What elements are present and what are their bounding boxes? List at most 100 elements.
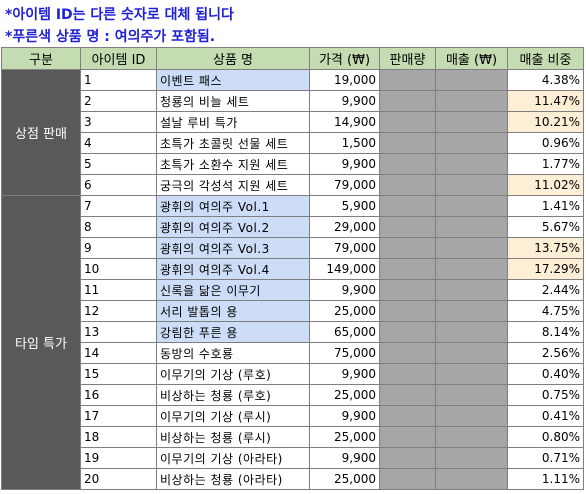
product-name-cell[interactable]: 비상하는 청룡 (아라타) xyxy=(156,468,310,490)
revenue-share-cell[interactable]: 8.14% xyxy=(507,321,584,343)
price-cell[interactable]: 9,900 xyxy=(309,447,380,469)
sales-volume-cell[interactable] xyxy=(379,174,436,196)
revenue-cell[interactable] xyxy=(435,363,508,385)
price-cell[interactable]: 1,500 xyxy=(309,132,380,154)
product-name-cell[interactable]: 광휘의 여의주 Vol.4 xyxy=(156,258,310,280)
price-cell[interactable]: 9,900 xyxy=(309,363,380,385)
price-cell[interactable]: 25,000 xyxy=(309,468,380,490)
revenue-cell[interactable] xyxy=(435,90,508,112)
product-name-cell[interactable]: 궁극의 각성석 지원 세트 xyxy=(156,174,310,196)
price-cell[interactable]: 9,900 xyxy=(309,90,380,112)
price-cell[interactable]: 19,000 xyxy=(309,69,380,91)
price-cell[interactable]: 25,000 xyxy=(309,384,380,406)
header-sales-volume[interactable]: 판매량 xyxy=(379,47,436,70)
sales-volume-cell[interactable] xyxy=(379,405,436,427)
revenue-share-cell[interactable]: 0.40% xyxy=(507,363,584,385)
revenue-share-cell[interactable]: 2.56% xyxy=(507,342,584,364)
header-product-name[interactable]: 상품 명 xyxy=(156,47,310,70)
sales-volume-cell[interactable] xyxy=(379,426,436,448)
price-cell[interactable]: 14,900 xyxy=(309,111,380,133)
item-id-cell[interactable]: 19 xyxy=(80,447,157,469)
revenue-cell[interactable] xyxy=(435,447,508,469)
product-name-cell[interactable]: 이무기의 기상 (루시) xyxy=(156,405,310,427)
item-id-cell[interactable]: 15 xyxy=(80,363,157,385)
revenue-cell[interactable] xyxy=(435,111,508,133)
item-id-cell[interactable]: 8 xyxy=(80,216,157,238)
revenue-cell[interactable] xyxy=(435,468,508,490)
revenue-cell[interactable] xyxy=(435,405,508,427)
item-id-cell[interactable]: 13 xyxy=(80,321,157,343)
price-cell[interactable]: 9,900 xyxy=(309,153,380,175)
revenue-share-cell[interactable]: 0.96% xyxy=(507,132,584,154)
sales-volume-cell[interactable] xyxy=(379,237,436,259)
sales-volume-cell[interactable] xyxy=(379,195,436,217)
price-cell[interactable]: 79,000 xyxy=(309,237,380,259)
price-cell[interactable]: 9,900 xyxy=(309,279,380,301)
sales-volume-cell[interactable] xyxy=(379,384,436,406)
product-name-cell[interactable]: 광휘의 여의주 Vol.3 xyxy=(156,237,310,259)
item-id-cell[interactable]: 17 xyxy=(80,405,157,427)
revenue-cell[interactable] xyxy=(435,195,508,217)
revenue-share-cell[interactable]: 1.77% xyxy=(507,153,584,175)
revenue-cell[interactable] xyxy=(435,174,508,196)
item-id-cell[interactable]: 12 xyxy=(80,300,157,322)
header-price[interactable]: 가격 (₩) xyxy=(309,47,380,70)
header-revenue-share[interactable]: 매출 비중 xyxy=(507,47,584,70)
sales-volume-cell[interactable] xyxy=(379,279,436,301)
sales-volume-cell[interactable] xyxy=(379,111,436,133)
item-id-cell[interactable]: 1 xyxy=(80,69,157,91)
product-name-cell[interactable]: 비상하는 청룡 (루시) xyxy=(156,426,310,448)
revenue-cell[interactable] xyxy=(435,69,508,91)
revenue-share-cell[interactable]: 2.44% xyxy=(507,279,584,301)
item-id-cell[interactable]: 14 xyxy=(80,342,157,364)
price-cell[interactable]: 75,000 xyxy=(309,342,380,364)
sales-volume-cell[interactable] xyxy=(379,132,436,154)
product-name-cell[interactable]: 신록을 닮은 이무기 xyxy=(156,279,310,301)
product-name-cell[interactable]: 초특가 소환수 지원 세트 xyxy=(156,153,310,175)
header-category[interactable]: 구분 xyxy=(1,47,81,70)
sales-volume-cell[interactable] xyxy=(379,342,436,364)
item-id-cell[interactable]: 7 xyxy=(80,195,157,217)
product-name-cell[interactable]: 광휘의 여의주 Vol.2 xyxy=(156,216,310,238)
revenue-share-cell[interactable]: 11.02% xyxy=(507,174,584,196)
revenue-share-cell[interactable]: 1.41% xyxy=(507,195,584,217)
sales-volume-cell[interactable] xyxy=(379,300,436,322)
revenue-share-cell[interactable]: 5.67% xyxy=(507,216,584,238)
item-id-cell[interactable]: 20 xyxy=(80,468,157,490)
revenue-share-cell[interactable]: 0.41% xyxy=(507,405,584,427)
sales-volume-cell[interactable] xyxy=(379,321,436,343)
price-cell[interactable]: 25,000 xyxy=(309,426,380,448)
price-cell[interactable]: 25,000 xyxy=(309,300,380,322)
item-id-cell[interactable]: 10 xyxy=(80,258,157,280)
sales-volume-cell[interactable] xyxy=(379,447,436,469)
sales-volume-cell[interactable] xyxy=(379,468,436,490)
revenue-cell[interactable] xyxy=(435,279,508,301)
price-cell[interactable]: 9,900 xyxy=(309,405,380,427)
item-id-cell[interactable]: 16 xyxy=(80,384,157,406)
product-name-cell[interactable]: 광휘의 여의주 Vol.1 xyxy=(156,195,310,217)
category-shop-sale[interactable]: 상점 판매 xyxy=(1,69,81,196)
product-name-cell[interactable]: 강림한 푸른 용 xyxy=(156,321,310,343)
revenue-share-cell[interactable]: 0.71% xyxy=(507,447,584,469)
revenue-share-cell[interactable]: 0.80% xyxy=(507,426,584,448)
revenue-share-cell[interactable]: 17.29% xyxy=(507,258,584,280)
sales-volume-cell[interactable] xyxy=(379,258,436,280)
product-name-cell[interactable]: 초특가 초콜릿 선물 세트 xyxy=(156,132,310,154)
revenue-cell[interactable] xyxy=(435,153,508,175)
revenue-cell[interactable] xyxy=(435,426,508,448)
product-name-cell[interactable]: 이무기의 기상 (루호) xyxy=(156,363,310,385)
category-time-special[interactable]: 타임 특가 xyxy=(1,195,81,490)
sales-volume-cell[interactable] xyxy=(379,69,436,91)
revenue-cell[interactable] xyxy=(435,237,508,259)
item-id-cell[interactable]: 3 xyxy=(80,111,157,133)
item-id-cell[interactable]: 11 xyxy=(80,279,157,301)
revenue-cell[interactable] xyxy=(435,258,508,280)
sales-volume-cell[interactable] xyxy=(379,216,436,238)
product-name-cell[interactable]: 비상하는 청룡 (루호) xyxy=(156,384,310,406)
revenue-cell[interactable] xyxy=(435,384,508,406)
price-cell[interactable]: 149,000 xyxy=(309,258,380,280)
product-name-cell[interactable]: 이무기의 기상 (아라타) xyxy=(156,447,310,469)
revenue-share-cell[interactable]: 1.11% xyxy=(507,468,584,490)
header-item-id[interactable]: 아이템 ID xyxy=(80,47,157,70)
revenue-cell[interactable] xyxy=(435,342,508,364)
